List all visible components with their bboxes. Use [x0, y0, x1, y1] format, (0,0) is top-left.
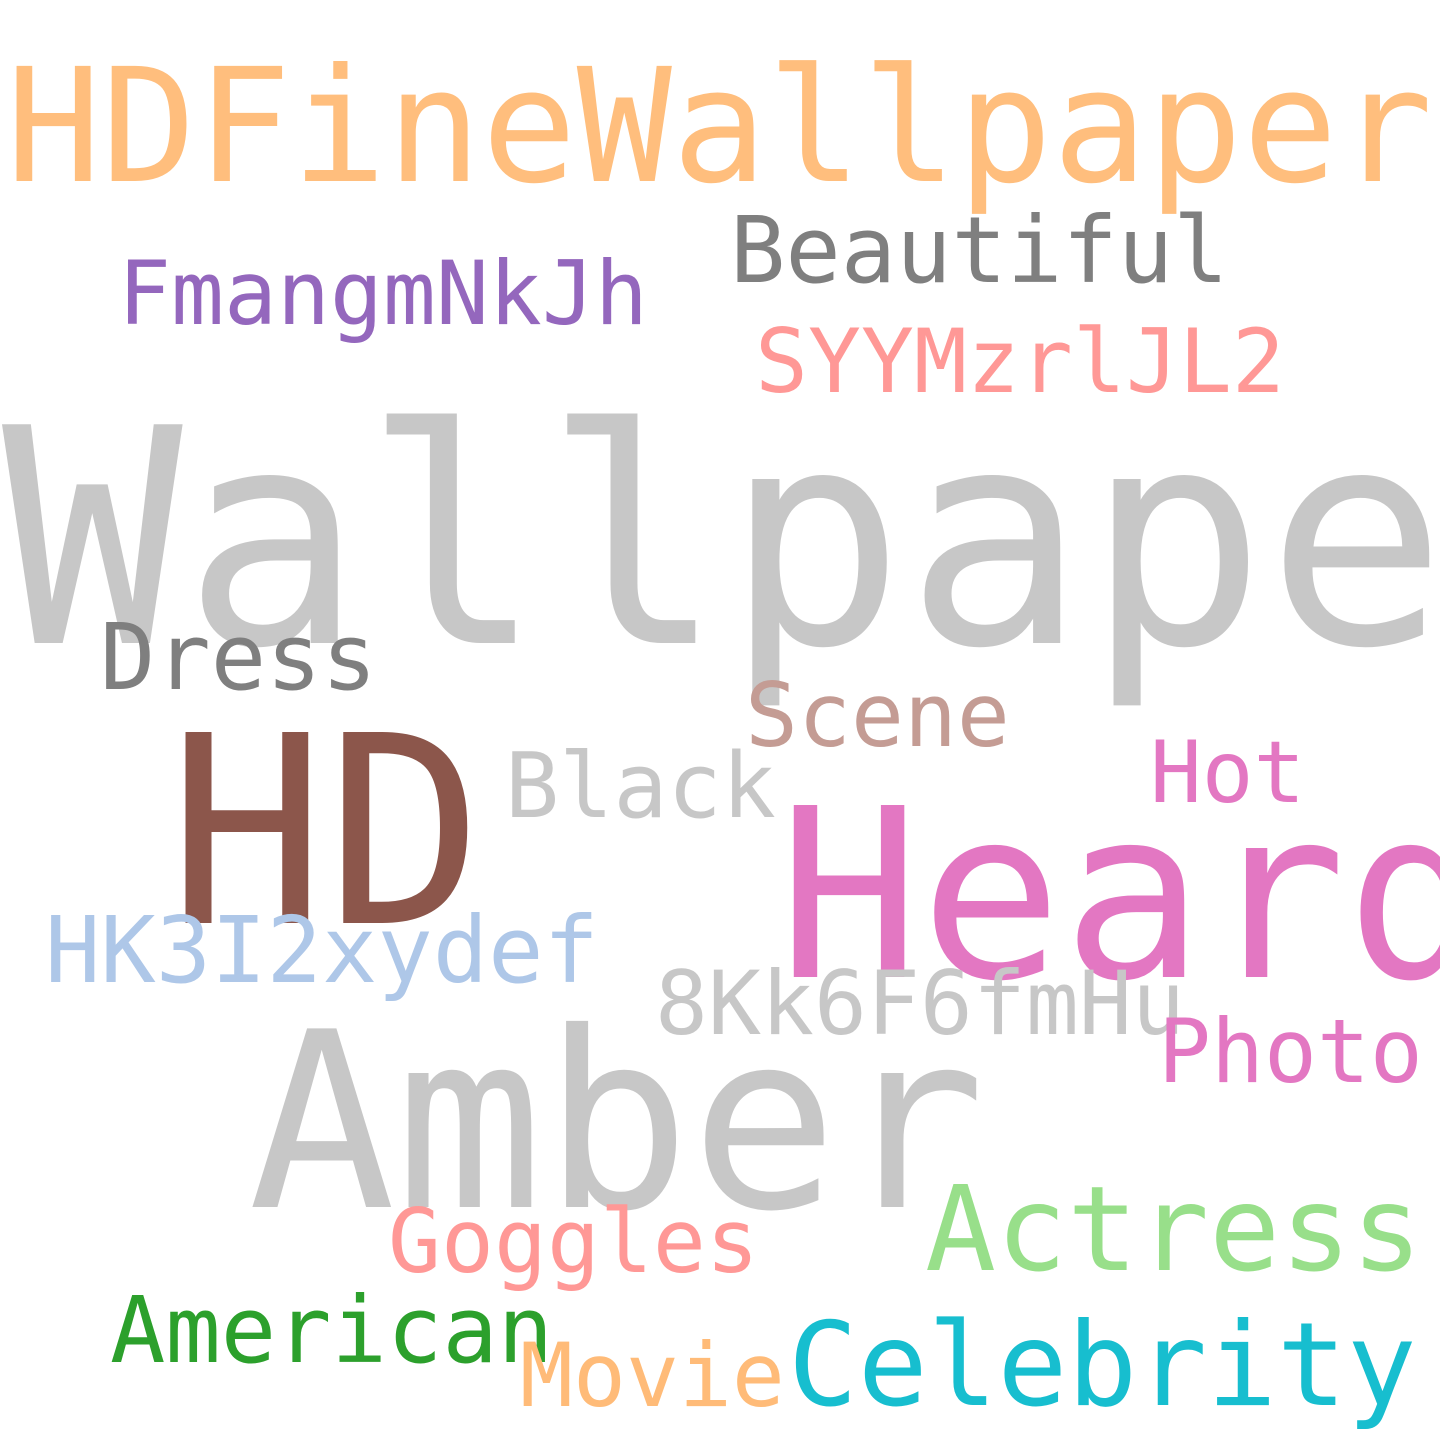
word-beautiful: Beautiful: [730, 197, 1229, 304]
word-dress: Dress: [100, 604, 377, 711]
word-hk3i2xydef: HK3I2xydef: [45, 897, 599, 1004]
word-american: American: [110, 1277, 554, 1384]
word-heard: Heard: [778, 758, 1440, 1033]
word-hot: Hot: [1150, 723, 1306, 823]
word-syymzrljl2: SYYMzrlJL2: [755, 310, 1285, 413]
word-8kk6f6fmhu: 8Kk6F6fmHu: [655, 952, 1185, 1055]
word-celebrity: Celebrity: [788, 1298, 1417, 1433]
word-black: Black: [505, 734, 776, 839]
word-scene: Scene: [745, 664, 1010, 767]
word-movie: Movie: [520, 1324, 785, 1427]
word-fmangmnkjh: FmangmNkJh: [118, 242, 648, 345]
word-goggles: Goggles: [388, 1190, 759, 1293]
word-photo: Photo: [1158, 1000, 1423, 1103]
word-amber: Amber: [248, 980, 986, 1265]
word-hd: HD: [168, 680, 484, 985]
word-wallpaper: Wallpaper: [2, 365, 1440, 714]
word-actress: Actress: [925, 1160, 1423, 1298]
word-hdfinewallpapers: HDFineWallpapers: [6, 35, 1440, 219]
